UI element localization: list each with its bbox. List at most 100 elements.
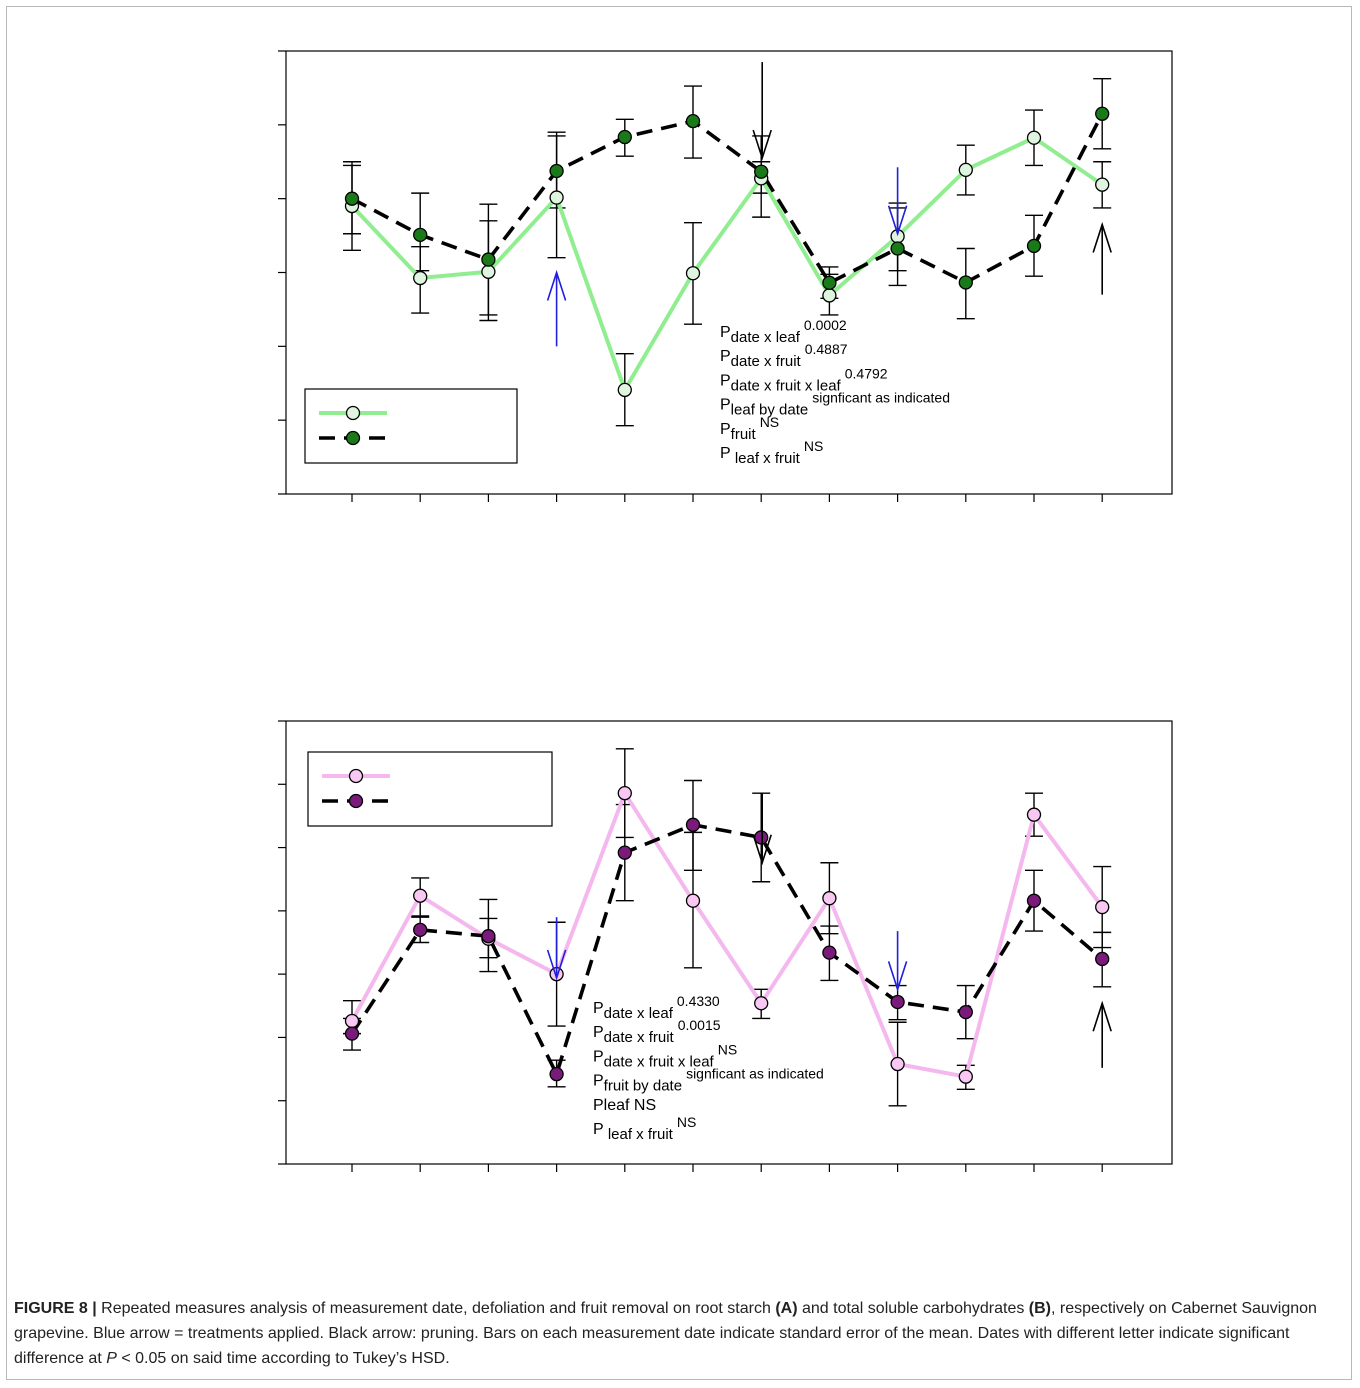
stats-main: P [593, 1024, 604, 1041]
data-point-0 [958, 1069, 973, 1084]
data-point-0 [822, 891, 837, 906]
caption-ref-b: (B) [1028, 1300, 1052, 1317]
data-point-0 [549, 190, 564, 205]
caption-label: FIGURE 8 | [14, 1300, 97, 1317]
stats-line: Pdate x fruit x leafNS [593, 1041, 737, 1070]
stats-line: PfruitNS [720, 414, 779, 443]
legend-marker-1 [345, 430, 361, 446]
series-line-0 [350, 791, 1104, 1079]
stats-line: Pdate x leaf0.4330 [593, 993, 720, 1022]
data-point-0 [685, 893, 701, 908]
stats-main: P [720, 324, 731, 341]
arrow-head [752, 129, 772, 161]
stats-subscript: date x fruit [731, 353, 802, 370]
stats-superscript: 0.4792 [845, 365, 888, 381]
data-point-1 [344, 191, 360, 206]
legend-box [304, 388, 518, 464]
data-point-1 [685, 817, 701, 832]
stats-subscript: date x fruit x leaf [604, 1053, 715, 1070]
stats-superscript: NS [718, 1041, 737, 1057]
caption-ref-a: (A) [775, 1300, 798, 1317]
stats-line: Pfruit by datesignficant as indicated [593, 1066, 824, 1095]
stats-main: P [720, 348, 731, 365]
stats-superscript: NS [804, 438, 823, 454]
data-point-1 [481, 929, 496, 944]
plot-frame [285, 720, 1173, 1165]
data-point-1 [413, 227, 428, 242]
stats-superscript: signficant as indicated [812, 390, 950, 406]
data-point-0 [413, 888, 428, 903]
legend-marker-0 [348, 768, 364, 784]
data-point-0 [958, 162, 973, 178]
data-point-1 [685, 113, 701, 129]
data-point-1 [754, 830, 769, 845]
data-point-1 [890, 241, 905, 256]
stats-main: P [720, 397, 731, 414]
arrow-head [1092, 221, 1112, 253]
legend-marker-1 [348, 793, 364, 809]
figure-caption: FIGURE 8 | Repeated measures analysis of… [14, 1296, 1344, 1371]
legend-marker-0 [345, 405, 361, 421]
data-point-1 [1026, 238, 1042, 254]
stats-main: Pleaf NS [593, 1097, 656, 1114]
data-point-0 [1095, 899, 1110, 915]
data-point-1 [958, 1004, 973, 1020]
stats-main: P [720, 421, 731, 438]
data-point-1 [754, 164, 769, 179]
data-point-1 [1095, 106, 1110, 121]
data-point-0 [481, 264, 496, 279]
caption-text-4: < 0.05 on said time according to Tukey’s… [116, 1350, 450, 1367]
data-point-1 [481, 252, 496, 267]
stats-subscript: date x leaf [604, 1005, 674, 1022]
stats-superscript: 0.4330 [677, 993, 720, 1009]
data-point-1 [617, 845, 632, 860]
data-point-1 [1026, 893, 1042, 908]
data-point-1 [617, 129, 632, 145]
data-point-1 [549, 163, 564, 179]
stats-main: P [720, 445, 735, 462]
stats-subscript: date x fruit [604, 1029, 675, 1046]
data-point-0 [822, 288, 837, 303]
data-point-0 [890, 1056, 905, 1072]
stats-subscript: date x fruit x leaf [731, 377, 842, 394]
arrow-head [546, 949, 567, 981]
data-point-0 [754, 996, 769, 1011]
data-point-0 [685, 266, 701, 281]
data-point-0 [1026, 130, 1042, 145]
data-point-1 [413, 922, 428, 937]
stats-subscript: leaf x fruit [735, 450, 801, 467]
stats-superscript: 0.0015 [678, 1017, 721, 1033]
series-line-1 [351, 112, 1104, 285]
data-point-0 [1026, 807, 1042, 822]
data-point-0 [1095, 177, 1110, 192]
stats-superscript: 0.0002 [804, 317, 847, 333]
arrow-head [546, 269, 567, 301]
stats-line: Pdate x fruit0.4887 [720, 341, 848, 370]
stats-main: P [593, 1000, 604, 1017]
arrow-head [887, 205, 908, 237]
stats-subscript: leaf by date [731, 402, 809, 419]
stats-line: Pdate x leaf0.0002 [720, 317, 847, 346]
data-point-1 [549, 1066, 564, 1082]
legend-box [307, 751, 553, 827]
stats-superscript: NS [760, 414, 779, 430]
data-point-0 [617, 382, 632, 398]
stats-line: Pleaf NS [593, 1097, 656, 1114]
data-point-1 [890, 994, 905, 1010]
arrow-head [1092, 1000, 1112, 1032]
data-point-1 [1095, 951, 1110, 967]
stats-superscript: signficant as indicated [686, 1066, 824, 1082]
stats-superscript: 0.4887 [805, 341, 848, 357]
data-point-1 [344, 1026, 360, 1041]
caption-text-1: Repeated measures analysis of measuremen… [96, 1300, 776, 1317]
caption-text-2: and total soluble carbohydrates [797, 1300, 1029, 1317]
stats-subscript: fruit by date [604, 1078, 682, 1095]
data-point-0 [617, 785, 632, 801]
stats-line: P leaf x fruitNS [593, 1114, 696, 1143]
stats-subscript: date x leaf [731, 329, 801, 346]
stats-line: P leaf x fruitNS [720, 438, 823, 467]
stats-line: Pleaf by datesignficant as indicated [720, 390, 950, 419]
stats-line: Pdate x fruit0.0015 [593, 1017, 721, 1046]
